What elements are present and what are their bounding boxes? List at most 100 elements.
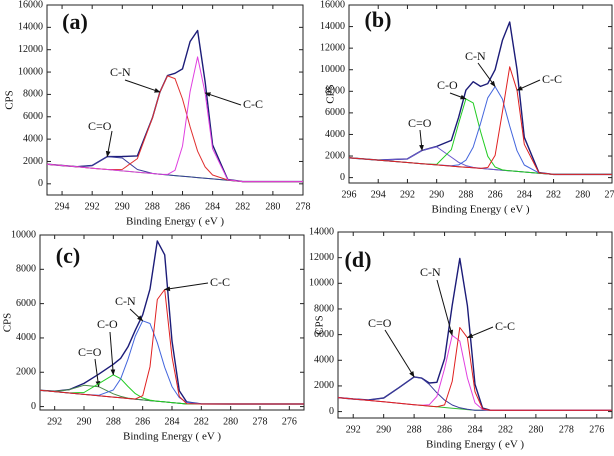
y-axis-label: CPS [4, 90, 16, 110]
x-tick-label: 284 [517, 189, 532, 200]
peak-label: C=O [78, 345, 102, 359]
x-axis-label: Binding Energy ( eV ) [426, 439, 524, 451]
peak-arrow [477, 62, 496, 88]
curve [46, 163, 303, 183]
y-tick-label: 16000 [320, 0, 345, 10]
peak-arrow [105, 130, 113, 158]
y-tick-label: 10000 [309, 278, 334, 289]
peak-arrow [449, 92, 467, 100]
y-tick-label: 2000 [314, 380, 334, 391]
peak-arrow [129, 308, 144, 322]
peak-label: C=O [88, 119, 112, 133]
y-tick-label: 14000 [320, 21, 345, 32]
peak-label: C-O [437, 78, 458, 92]
peak-label: C=O [408, 116, 432, 130]
x-tick-label: 290 [115, 201, 130, 212]
x-tick-label: 288 [145, 201, 160, 212]
x-tick-label: 290 [77, 416, 92, 427]
x-axis-label: Binding Energy ( eV ) [126, 216, 224, 228]
curve [46, 156, 303, 183]
x-tick-label: 290 [376, 424, 391, 435]
curve [39, 289, 304, 405]
x-tick-label: 284 [165, 416, 180, 427]
peak-label: C-O [97, 317, 118, 331]
y-tick-label: 16000 [18, 0, 43, 10]
y-tick-label: 4000 [325, 129, 345, 140]
x-tick-label: 288 [458, 189, 473, 200]
x-tick-label: 276 [589, 424, 604, 435]
x-axis-label: Binding Energy ( eV ) [123, 431, 221, 443]
peak-arrow [94, 358, 101, 388]
y-tick-label: 14000 [18, 22, 43, 33]
y-tick-label: 4000 [16, 332, 36, 343]
curve [39, 374, 304, 405]
x-tick-label: 280 [265, 201, 280, 212]
y-tick-label: 0 [31, 401, 36, 412]
x-tick-label: 278 [605, 189, 614, 200]
panel-label: (b) [365, 7, 392, 32]
y-tick-label: 2000 [23, 156, 43, 167]
y-axis-label: CPS [2, 313, 14, 333]
curve [348, 66, 612, 175]
curve [348, 98, 612, 175]
x-tick-label: 292 [346, 424, 361, 435]
peak-label: C-N [420, 265, 441, 279]
x-tick-label: 286 [135, 416, 150, 427]
y-tick-label: 12000 [18, 44, 43, 55]
x-tick-label: 290 [429, 189, 444, 200]
y-tick-label: 14000 [309, 226, 334, 237]
peak-arrow [164, 282, 209, 292]
y-tick-label: 8000 [314, 303, 334, 314]
x-tick-label: 278 [296, 201, 311, 212]
x-tick-label: 280 [575, 189, 590, 200]
curve [39, 384, 304, 405]
y-tick-label: 0 [340, 172, 345, 183]
y-tick-label: 8000 [23, 89, 43, 100]
x-tick-label: 276 [282, 416, 297, 427]
x-tick-label: 294 [55, 201, 70, 212]
peak-label: C-C [495, 319, 515, 333]
x-tick-label: 286 [488, 189, 503, 200]
y-axis-label: CPS [314, 315, 326, 335]
y-tick-label: 8000 [16, 264, 36, 275]
curve [348, 21, 612, 176]
y-tick-label: 0 [329, 406, 334, 417]
peak-arrow [419, 129, 424, 151]
y-tick-label: 6000 [16, 298, 36, 309]
x-tick-label: 278 [253, 416, 268, 427]
peak-label: C-C [243, 97, 263, 111]
x-tick-label: 280 [528, 424, 543, 435]
curve [46, 56, 303, 183]
y-tick-label: 4000 [314, 355, 334, 366]
x-tick-label: 282 [498, 424, 513, 435]
y-tick-label: 6000 [314, 329, 334, 340]
peak-arrow [109, 331, 116, 376]
x-axis-label: Binding Energy ( eV ) [432, 204, 530, 216]
peak-label: C-N [115, 294, 136, 308]
y-tick-label: 12000 [309, 252, 334, 263]
peak-label: C-N [110, 65, 131, 79]
y-tick-label: 10000 [320, 64, 345, 75]
y-tick-label: 4000 [23, 133, 43, 144]
y-tick-label: 10000 [18, 66, 43, 77]
x-tick-label: 284 [205, 201, 220, 212]
y-tick-label: 6000 [23, 111, 43, 122]
x-tick-label: 288 [106, 416, 121, 427]
x-tick-label: 286 [175, 201, 190, 212]
y-tick-label: 12000 [320, 42, 345, 53]
peak-arrow [384, 329, 415, 378]
panel-label: (d) [345, 247, 372, 272]
x-tick-label: 280 [223, 416, 238, 427]
x-tick-label: 286 [437, 424, 452, 435]
x-tick-label: 294 [371, 189, 386, 200]
peak-arrow [516, 79, 541, 91]
x-tick-label: 282 [194, 416, 209, 427]
x-tick-label: 278 [559, 424, 574, 435]
x-tick-label: 292 [400, 189, 415, 200]
peak-label: C-C [210, 275, 230, 289]
panel-label: (a) [62, 9, 88, 34]
y-tick-label: 8000 [325, 86, 345, 97]
y-tick-label: 10000 [11, 229, 36, 240]
